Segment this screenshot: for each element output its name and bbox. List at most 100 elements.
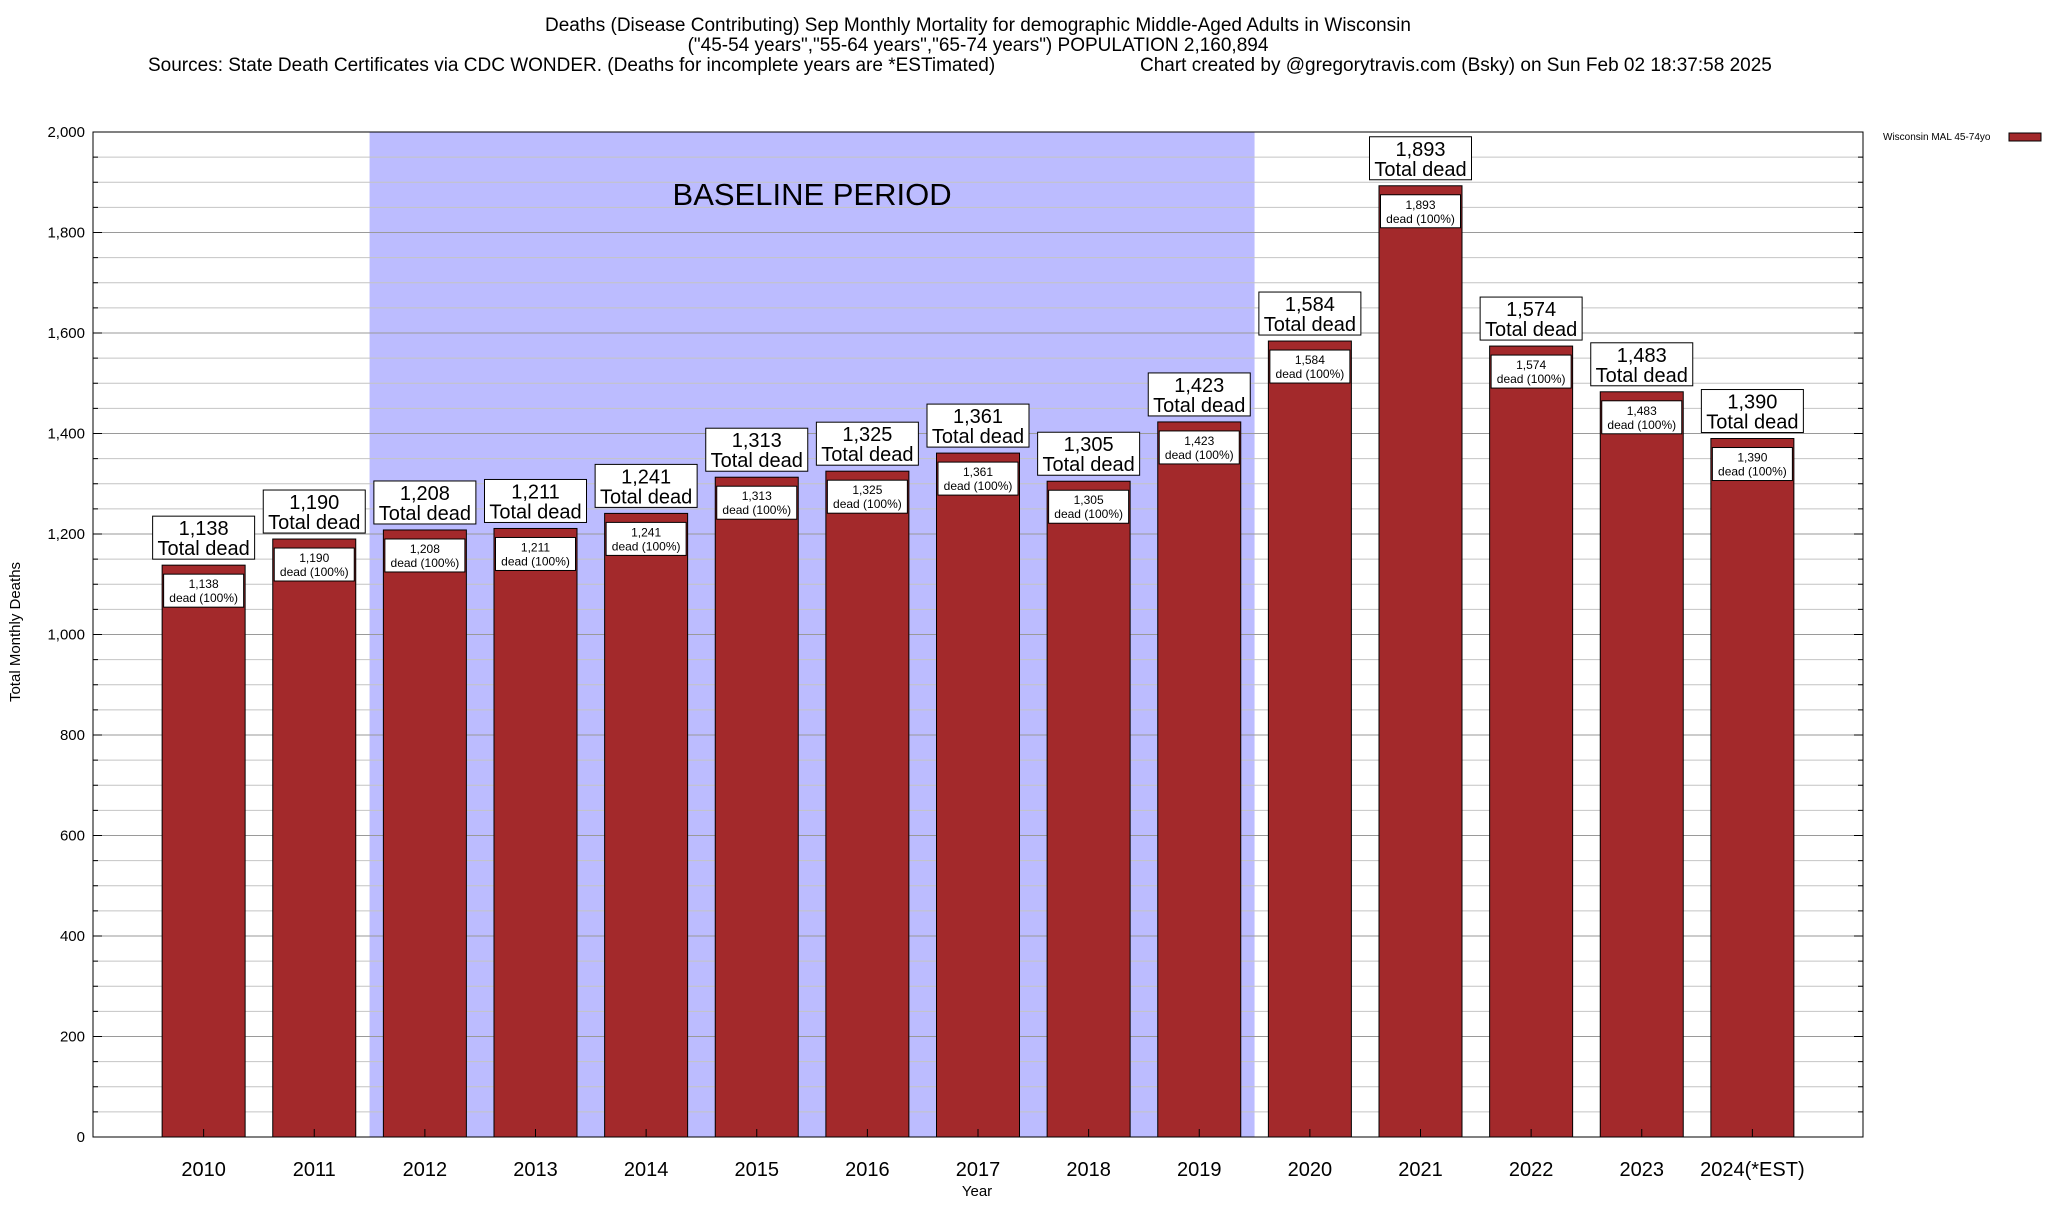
x-tick-label: 2024(*EST): [1700, 1159, 1805, 1181]
x-tick-label: 2020: [1288, 1159, 1333, 1181]
bar-inner-value: 1,325: [852, 483, 882, 497]
x-tick-label: 2019: [1177, 1159, 1222, 1181]
bar-total-value: 1,361: [953, 406, 1003, 428]
bar-inner-label-box: [1711, 447, 1793, 482]
x-tick-label: 2011: [293, 1159, 336, 1181]
baseline-label: BASELINE PERIOD: [673, 177, 952, 212]
bar-total-value: 1,423: [1174, 375, 1224, 397]
bar-total-value: 1,313: [732, 430, 782, 452]
y-tick-label: 2,000: [47, 124, 85, 141]
x-tick-label: 2023: [1620, 1159, 1665, 1181]
bar-inner-label-box: [937, 461, 1019, 496]
bar-total-label-box: [1369, 136, 1472, 181]
x-tick-label: 2013: [513, 1159, 558, 1181]
bar-total-label-box: [815, 421, 919, 466]
bar-inner-suffix: dead (100%): [1276, 367, 1345, 381]
bar-total-suffix: Total dead: [1596, 365, 1688, 387]
x-tick-label: 2014: [624, 1159, 669, 1181]
bar-inner-label-box: [605, 521, 687, 556]
bar-total-suffix: Total dead: [1706, 412, 1798, 434]
bar-total-suffix: Total dead: [711, 450, 803, 472]
legend-swatch: [2008, 132, 2042, 142]
bar-2023: [1599, 391, 1684, 1138]
bar-2016: [825, 470, 910, 1138]
bar-total-label-box: [1147, 372, 1251, 417]
bar-inner-value: 1,305: [1074, 493, 1104, 507]
bar-inner-suffix: dead (100%): [1165, 448, 1234, 462]
bar-total-value: 1,211: [511, 481, 560, 503]
bar-2014: [604, 512, 689, 1138]
bar-inner-suffix: dead (100%): [1497, 372, 1566, 386]
bar-inner-label-box: [1048, 489, 1130, 524]
bar-total-label-box: [926, 403, 1030, 448]
y-tick-label: 1,800: [47, 225, 85, 242]
bar-inner-label-box: [1601, 400, 1683, 435]
bar-inner-label-box: [1380, 194, 1461, 229]
bar-inner-value: 1,241: [631, 525, 661, 539]
bar-inner-suffix: dead (100%): [722, 503, 791, 517]
bar-inner-suffix: dead (100%): [1386, 212, 1455, 226]
bar-inner-suffix: dead (100%): [391, 556, 460, 570]
bar-inner-label-box: [826, 479, 908, 514]
bar-2020: [1267, 340, 1352, 1138]
bar-2012: [382, 529, 467, 1138]
legend-label: Wisconsin MAL 45-74yo: [1883, 132, 1991, 143]
x-tick-label: 2016: [845, 1159, 890, 1181]
bar-total-suffix: Total dead: [1042, 454, 1134, 476]
bar-inner-value: 1,574: [1516, 358, 1546, 372]
bar-2022: [1489, 345, 1574, 1138]
bar-total-label-box: [1479, 296, 1583, 341]
bar-2011: [272, 538, 357, 1138]
bar-inner-value: 1,423: [1184, 434, 1214, 448]
bar-total-suffix: Total dead: [1264, 314, 1356, 336]
bar-total-suffix: Total dead: [821, 444, 913, 466]
bar-2021: [1378, 185, 1463, 1138]
bar-total-suffix: Total dead: [1374, 159, 1466, 181]
x-tick-label: 2015: [735, 1159, 780, 1181]
bar-2017: [936, 452, 1020, 1138]
bar-inner-value: 1,361: [963, 465, 993, 479]
bar-inner-label-box: [384, 538, 466, 573]
bar-inner-suffix: dead (100%): [169, 591, 238, 605]
bar-total-label-box: [152, 515, 256, 560]
plot-area: BASELINE PERIOD 0 200 400 600 800 1,000 1,200 1,…: [47, 124, 1864, 1181]
bar-total-value: 1,241: [621, 466, 671, 488]
bar-inner-value: 1,313: [742, 489, 772, 503]
bar-total-label-box: [262, 489, 366, 534]
bar-total-value: 1,138: [179, 518, 229, 540]
bar-total-value: 1,305: [1064, 434, 1114, 456]
bar-inner-suffix: dead (100%): [1718, 465, 1787, 479]
bar-inner-suffix: dead (100%): [280, 565, 349, 579]
bar-inner-label-box: [1158, 430, 1240, 465]
y-tick-label: 1,400: [47, 426, 85, 443]
bar-2024(*EST): [1710, 438, 1795, 1138]
bar-inner-label-box: [1490, 354, 1572, 389]
bar-inner-value: 1,211: [521, 540, 550, 554]
x-axis-label: Year: [962, 1183, 992, 1200]
bar-inner-value: 1,190: [299, 551, 329, 565]
bar-total-value: 1,574: [1506, 299, 1556, 321]
bar-total-label-box: [1037, 431, 1141, 476]
bar-inner-suffix: dead (100%): [944, 479, 1013, 493]
x-tick-label: 2010: [181, 1159, 226, 1181]
bar-total-suffix: Total dead: [600, 486, 692, 508]
y-tick-label: 1,200: [47, 526, 85, 543]
chart-sources: Sources: State Death Certificates via CD…: [148, 55, 995, 76]
bar-total-value: 1,325: [842, 424, 892, 446]
x-tick-label: 2021: [1398, 1159, 1443, 1181]
bar-inner-value: 1,584: [1295, 353, 1325, 367]
y-tick-label: 600: [60, 828, 85, 845]
bar-2019: [1157, 421, 1242, 1138]
bar-total-value: 1,483: [1617, 345, 1667, 367]
bar-2015: [714, 476, 799, 1138]
y-tick-label: 1,000: [47, 627, 85, 644]
chart-credit: Chart created by @gregorytravis.com (Bsk…: [1140, 55, 1772, 76]
bar-total-suffix: Total dead: [157, 538, 249, 560]
bar-inner-suffix: dead (100%): [1054, 507, 1123, 521]
x-tick-label: 2012: [403, 1159, 448, 1181]
bar-inner-value: 1,483: [1627, 404, 1657, 418]
bar-total-label-box: [1700, 389, 1804, 434]
y-tick-label: 400: [60, 928, 85, 945]
